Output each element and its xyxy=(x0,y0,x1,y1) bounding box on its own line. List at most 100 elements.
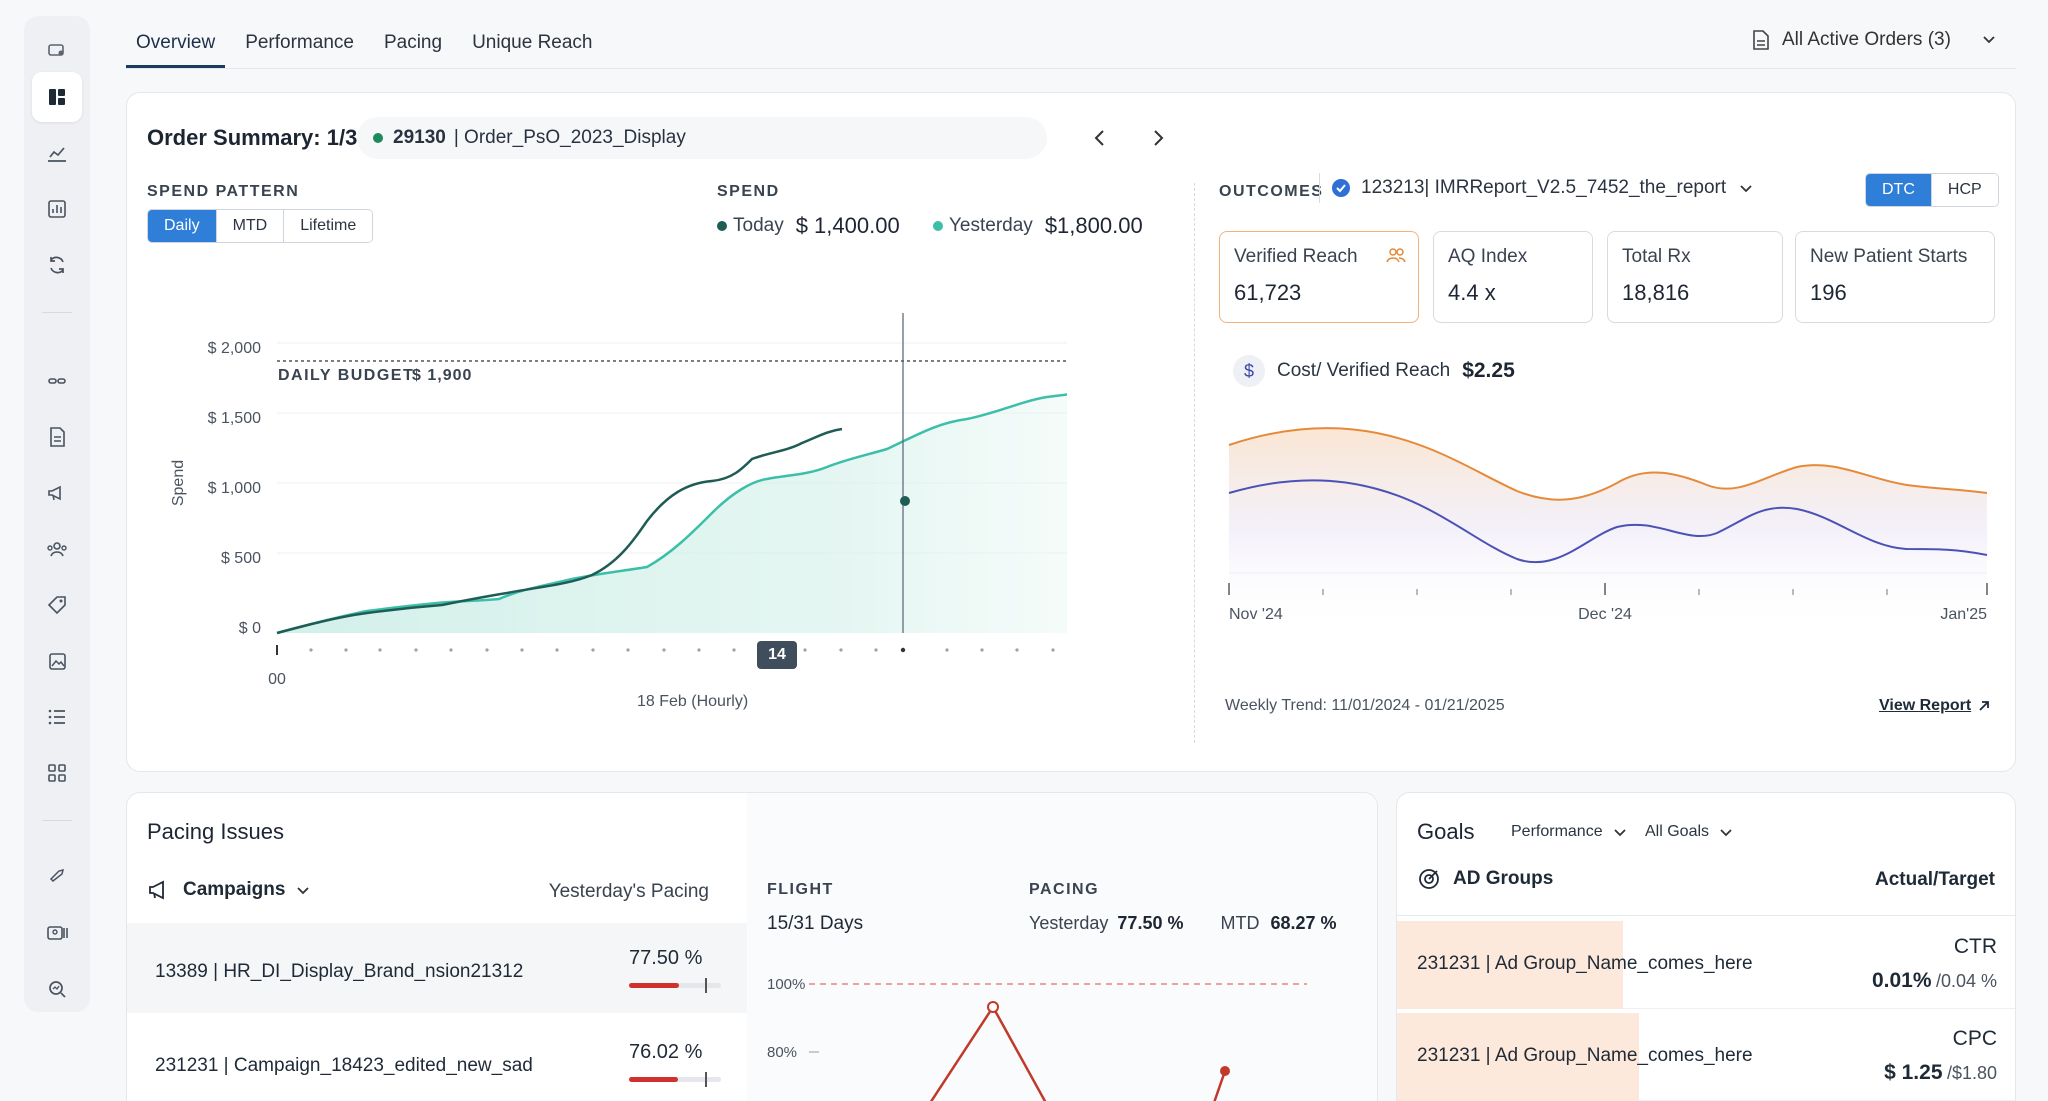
goals-header-divider xyxy=(1397,915,2015,916)
order-status-dot xyxy=(373,133,383,143)
goals-filter-all[interactable]: All Goals xyxy=(1633,815,1745,849)
sidebar-item-apps[interactable] xyxy=(32,748,82,798)
document-icon xyxy=(50,427,65,447)
logo-icon[interactable] xyxy=(32,26,82,76)
goal-metric: CPC xyxy=(1952,1027,1997,1050)
hour-marker-badge: 14 xyxy=(757,641,797,669)
tab-pacing[interactable]: Pacing xyxy=(383,32,443,53)
campaign-name: 13389 | HR_DI_Display_Brand_nsion21312 xyxy=(155,961,524,982)
sidebar-item-audiences[interactable] xyxy=(32,524,82,574)
ad-groups-label: AD Groups xyxy=(1453,868,1554,889)
pacing-bar xyxy=(629,978,721,993)
table-row[interactable]: 231231 | Ad Group_Name_comes_here CPC $ … xyxy=(1397,1013,2015,1101)
ad-groups-header: AD Groups xyxy=(1417,867,1553,891)
sidebar-item-reports[interactable] xyxy=(32,184,82,234)
chevron-right-icon[interactable] xyxy=(1147,127,1169,149)
y-tick-label: $ 500 xyxy=(221,550,261,567)
sidebar-item-campaigns[interactable] xyxy=(32,468,82,518)
kpi-new-patient-starts[interactable]: New Patient Starts 196 xyxy=(1795,231,1995,323)
audience-dtc[interactable]: DTC xyxy=(1866,174,1932,206)
tab-performance[interactable]: Performance xyxy=(245,32,354,53)
pacing-campaigns-panel: Pacing Issues Campaigns Yesterday's Paci… xyxy=(127,793,747,1101)
pacing-col-header: Yesterday's Pacing xyxy=(548,881,709,902)
spend-pattern-lifetime[interactable]: Lifetime xyxy=(284,210,373,242)
table-row[interactable]: 231231 | Ad Group_Name_comes_here CTR 0.… xyxy=(1397,921,2015,1009)
audience-hcp[interactable]: HCP xyxy=(1931,174,1998,206)
trend-range: Weekly Trend: 11/01/2024 - 01/21/2025 xyxy=(1225,697,1505,714)
sidebar-item-tags[interactable] xyxy=(32,580,82,630)
sidebar-item-analytics[interactable] xyxy=(32,128,82,178)
spend-label: SPEND xyxy=(717,183,780,200)
spend-chart: $ 2,000 $ 1,500 $ 1,000 $ 500 $ 0 Spend … xyxy=(170,313,1067,688)
audience-icon xyxy=(1386,248,1406,263)
x-tick-dots xyxy=(309,647,1055,653)
table-row[interactable]: 231231 | Campaign_18423_edited_new_sad 7… xyxy=(127,1017,747,1101)
rocket-icon xyxy=(49,868,65,882)
goals-card: Goals Performance All Goals AD Groups Ac… xyxy=(1396,792,2016,1101)
sidebar-item-search[interactable] xyxy=(32,964,82,1014)
pacing-y-tick: 100% xyxy=(767,976,805,993)
sidebar-item-dashboard[interactable] xyxy=(32,72,82,122)
yesterday-label: Yesterday xyxy=(949,215,1033,236)
tab-unique-reach[interactable]: Unique Reach xyxy=(472,32,593,53)
pacing-detail-panel: FLIGHT 15/31 Days PACING Yesterday 77.50… xyxy=(747,793,1377,1101)
chevron-down-icon xyxy=(297,887,310,895)
ad-group-name: 231231 | Ad Group_Name_comes_here xyxy=(1417,1045,1753,1066)
kpi-value: 18,816 xyxy=(1622,280,1690,305)
view-report-link[interactable]: View Report xyxy=(1879,697,1991,715)
flight-value: 15/31 Days xyxy=(767,913,864,934)
tab-overview[interactable]: Overview xyxy=(126,24,226,68)
goal-target: /$1.80 xyxy=(1946,1063,1997,1083)
section-divider xyxy=(1194,183,1195,743)
sidebar-item-documents[interactable] xyxy=(32,412,82,462)
sidebar-item-link[interactable] xyxy=(32,356,82,406)
pacing-current-point xyxy=(1220,1066,1230,1076)
spend-pattern-daily[interactable]: Daily xyxy=(148,210,217,242)
trend-x-label: Nov '24 xyxy=(1229,606,1283,623)
contact-card-icon xyxy=(47,926,68,940)
top-tabs: Overview Performance Pacing Unique Reach xyxy=(126,24,613,68)
goal-metric: CTR xyxy=(1953,935,1997,958)
kpi-aq-index[interactable]: AQ Index 4.4 x xyxy=(1433,231,1593,323)
report-select[interactable]: 123213| IMRReport_V2.5_7452_the_report xyxy=(1331,177,1754,199)
kpi-label: AQ Index xyxy=(1448,246,1528,267)
goals-col-header: Actual/Target xyxy=(1874,869,1995,890)
report-name: 123213| IMRReport_V2.5_7452_the_report xyxy=(1361,177,1727,198)
pacing-yesterday: Yesterday 77.50 % MTD 68.27 % xyxy=(1029,913,1337,934)
yesterday-line xyxy=(276,393,1067,635)
chevron-left-icon[interactable] xyxy=(1089,127,1111,149)
trend-x-ticks xyxy=(1228,583,1988,595)
goals-filter-label: Performance xyxy=(1511,823,1603,840)
view-report-label: View Report xyxy=(1879,697,1972,714)
sidebar-item-contacts[interactable] xyxy=(32,908,82,958)
order-select[interactable]: All Active Orders (3) xyxy=(1740,20,2008,60)
campaigns-dropdown[interactable]: Campaigns xyxy=(147,879,311,901)
y-axis-label: Spend xyxy=(170,460,187,506)
goal-target: /0.04 % xyxy=(1935,971,1997,991)
pacing-bar-fill xyxy=(629,983,679,988)
x-tick-label-start: 00 xyxy=(268,671,286,688)
goals-filter-performance[interactable]: Performance xyxy=(1499,815,1639,849)
sidebar-item-launch[interactable] xyxy=(32,852,82,902)
logo-icon-svg xyxy=(48,44,64,56)
cost-label: Cost/ Verified Reach xyxy=(1277,360,1451,381)
verified-check-icon xyxy=(1332,179,1350,197)
sidebar-item-list[interactable] xyxy=(32,692,82,742)
pacing-issues-card: Pacing Issues Campaigns Yesterday's Paci… xyxy=(126,792,1378,1101)
spend-yesterday: Yesterday $1,800.00 xyxy=(933,213,1143,239)
sidebar-item-sync[interactable] xyxy=(32,240,82,290)
sidebar xyxy=(24,16,90,1012)
spend-pattern-mtd[interactable]: MTD xyxy=(216,210,285,242)
table-row[interactable]: 13389 | HR_DI_Display_Brand_nsion21312 7… xyxy=(127,923,747,1013)
pacing-peak-point xyxy=(987,1001,999,1013)
sidebar-separator xyxy=(42,820,72,821)
y-tick-label: $ 1,500 xyxy=(208,410,261,427)
sidebar-item-creatives[interactable] xyxy=(32,636,82,686)
bar-chart-icon xyxy=(48,200,66,218)
daily-budget-value: $ 1,900 xyxy=(412,367,472,384)
kpi-verified-reach[interactable]: Verified Reach 61,723 xyxy=(1219,231,1419,323)
pacing-target-marker xyxy=(705,978,707,993)
kpi-total-rx[interactable]: Total Rx 18,816 xyxy=(1607,231,1783,323)
chevron-down-icon xyxy=(1720,829,1732,837)
cost-line xyxy=(1228,479,1988,564)
